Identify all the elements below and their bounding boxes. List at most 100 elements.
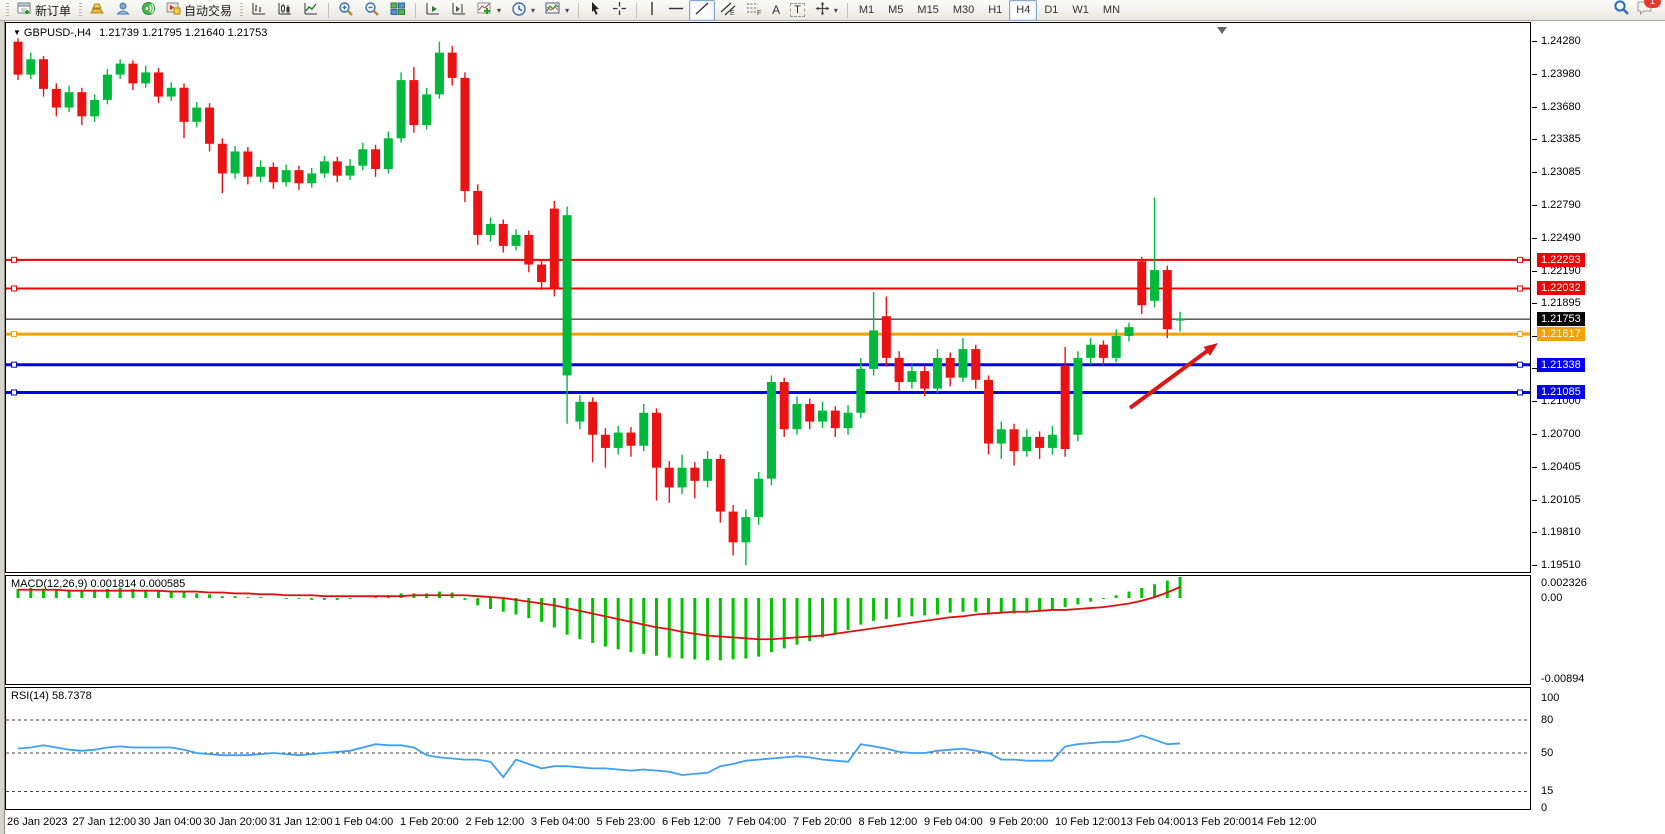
line-handle[interactable] [1517, 256, 1523, 263]
timeframe-w1[interactable]: W1 [1072, 4, 1089, 16]
timeframe-h4[interactable]: H4 [1009, 0, 1038, 21]
broadcast-button[interactable] [136, 0, 161, 21]
horizontal-line-tool[interactable] [663, 0, 689, 21]
line-chart-button[interactable] [298, 0, 324, 21]
candle-body [1137, 261, 1147, 306]
trendline-tool[interactable] [689, 0, 716, 21]
line-handle[interactable] [11, 361, 17, 368]
macd-panel[interactable]: MACD(12,26,9) 0.001814 0.000585 [5, 575, 1531, 685]
timeframe-mn[interactable]: MN [1102, 4, 1121, 16]
label-tool-icon: T [790, 3, 805, 17]
timeframe-m30[interactable]: M30 [952, 4, 975, 16]
candle-body [396, 80, 406, 139]
market-watch-button[interactable] [85, 0, 111, 21]
periods-button[interactable]: ▾ [506, 0, 540, 21]
crosshair-button[interactable] [607, 0, 632, 21]
price-tick [1532, 139, 1537, 141]
gold-ingot-icon [90, 1, 106, 19]
toolbar-grip[interactable] [6, 2, 9, 18]
trend-arrow-head [1203, 343, 1218, 356]
date-label: 30 Jan 04:00 [138, 816, 202, 828]
candlestick-chart-button[interactable] [272, 0, 298, 21]
arrows-tool[interactable]: ▾ [810, 0, 843, 21]
autotrade-label: 自动交易 [184, 3, 233, 18]
date-axis[interactable]: 26 Jan 2023 27 Jan 12:00 30 Jan 04:00 30 Ja… [5, 813, 1531, 834]
line-handle[interactable] [1517, 285, 1523, 292]
price-tick-label: 1.24280 [1541, 35, 1581, 48]
candle-body [498, 223, 508, 246]
chat-notification-button[interactable]: 1 [1636, 0, 1661, 21]
fibonacci-tool[interactable]: F [741, 0, 767, 21]
autotrade-button[interactable]: 自动交易 [161, 0, 237, 21]
profile-button[interactable] [111, 0, 136, 21]
timeframe-d1[interactable]: D1 [1044, 4, 1059, 16]
toolbar-grip[interactable] [79, 2, 83, 18]
line-handle[interactable] [11, 285, 17, 292]
price-chart-panel[interactable]: ▼ GBPUSD-,H4 1.21739 1.21795 1.21640 1.217… [5, 22, 1531, 573]
line-handle[interactable] [1517, 389, 1523, 396]
price-axis[interactable]: 1.24280 1.23980 1.23680 1.23385 1.23085 1.227… [1532, 23, 1665, 572]
candle-body [345, 165, 355, 176]
candle-body [102, 74, 112, 100]
auto-scroll-button[interactable] [420, 0, 446, 21]
timeframe-buttons: M1 M5 M15 M30 H1 H4 D1 W1 MN [852, 0, 1127, 21]
date-label: 1 Feb 20:00 [400, 816, 459, 828]
candle-body [1162, 270, 1172, 330]
timeframe-h1[interactable]: H1 [988, 4, 1003, 16]
candle-body [690, 467, 700, 481]
line-handle[interactable] [11, 389, 17, 396]
zoom-in-button[interactable] [333, 0, 359, 21]
candle-body [256, 166, 266, 177]
vertical-line-tool[interactable] [641, 0, 663, 21]
chart-shift-marker-icon[interactable] [1217, 27, 1227, 34]
cursor-button[interactable] [583, 0, 607, 21]
candlestick-chart-icon [277, 1, 293, 19]
candle-body [588, 401, 598, 435]
line-handle[interactable] [11, 256, 17, 263]
candle-body [945, 357, 955, 378]
toolbar-right-group: 1 [1613, 0, 1662, 21]
candlestick-chart[interactable] [6, 23, 1530, 572]
equidistant-channel-tool[interactable]: E [715, 0, 741, 21]
candle-body [281, 170, 291, 183]
candle-body [549, 208, 559, 289]
line-handle[interactable] [1517, 361, 1523, 368]
rsi-label: RSI(14) 58.7378 [11, 690, 92, 702]
rsi-chart[interactable] [6, 688, 1530, 809]
date-label: 2 Feb 12:00 [465, 816, 525, 828]
price-tick-label: 1.22790 [1541, 198, 1581, 211]
price-tick [1532, 434, 1537, 436]
line-handle[interactable] [1517, 331, 1523, 338]
timeframe-m1[interactable]: M1 [858, 4, 875, 16]
text-tool[interactable]: A [767, 0, 785, 21]
indicators-button[interactable]: ▾ [472, 0, 506, 21]
timeframe-m5[interactable]: M5 [888, 4, 904, 16]
dropdown-caret-icon: ▾ [565, 5, 570, 15]
text-label-tool[interactable]: T [785, 0, 810, 21]
templates-button[interactable]: ▾ [540, 0, 574, 21]
candle-body [664, 467, 674, 488]
autotrade-icon [166, 1, 181, 19]
candle-body [856, 368, 866, 413]
candle-body [153, 72, 163, 97]
candle-body [971, 349, 981, 380]
zoom-out-button[interactable] [359, 0, 385, 21]
rsi-panel[interactable]: RSI(14) 58.7378 [5, 687, 1531, 810]
toolbar-grip[interactable] [240, 2, 244, 18]
new-order-button[interactable]: 新订单 [12, 0, 76, 21]
candle-body [881, 316, 891, 358]
timeframe-m15[interactable]: M15 [917, 4, 939, 16]
tile-windows-button[interactable] [385, 0, 411, 21]
chart-title-collapse-icon[interactable]: ▼ [13, 28, 21, 37]
line-handle[interactable] [11, 331, 17, 338]
chart-shift-button[interactable] [446, 0, 472, 21]
macd-label: MACD(12,26,9) 0.001814 0.000585 [11, 578, 186, 590]
rsi-axis-label: 100 [1541, 691, 1560, 704]
search-icon[interactable] [1613, 0, 1630, 21]
macd-chart[interactable] [6, 576, 1530, 684]
bar-chart-button[interactable] [246, 0, 272, 21]
trend-arrow-annotation[interactable] [1128, 347, 1212, 410]
candle-body [217, 143, 227, 174]
candle-body [141, 72, 151, 84]
